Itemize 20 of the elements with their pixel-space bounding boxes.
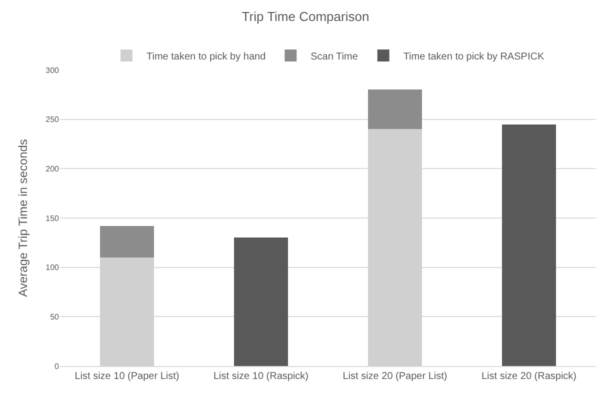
legend-label: Time taken to pick by RASPICK (403, 51, 544, 62)
chart-title: Trip Time Comparison (242, 9, 370, 24)
y-tick-label: 100 (46, 263, 60, 272)
y-tick-label: 150 (46, 214, 60, 223)
bar (502, 124, 556, 366)
y-axis-title: Average Trip Time in seconds (16, 139, 30, 297)
y-tick-label: 50 (50, 312, 60, 322)
y-tick-label: 0 (54, 362, 60, 371)
x-tick-label: List size 20 (Paper List) (342, 371, 448, 382)
bar (234, 238, 288, 366)
legend-label: Scan Time (310, 51, 358, 62)
x-tick-label: List size 10 (Raspick) (213, 371, 309, 382)
bar (368, 90, 422, 130)
x-tick-label: List size 20 (Raspick) (481, 371, 577, 382)
y-tick-label: 250 (46, 115, 60, 124)
y-tick-label: 300 (46, 66, 60, 75)
legend-label: Time taken to pick by hand (146, 51, 266, 62)
bar (100, 226, 154, 258)
x-tick-label: List size 10 (Paper List) (74, 371, 180, 382)
y-tick-label: 200 (46, 164, 60, 174)
